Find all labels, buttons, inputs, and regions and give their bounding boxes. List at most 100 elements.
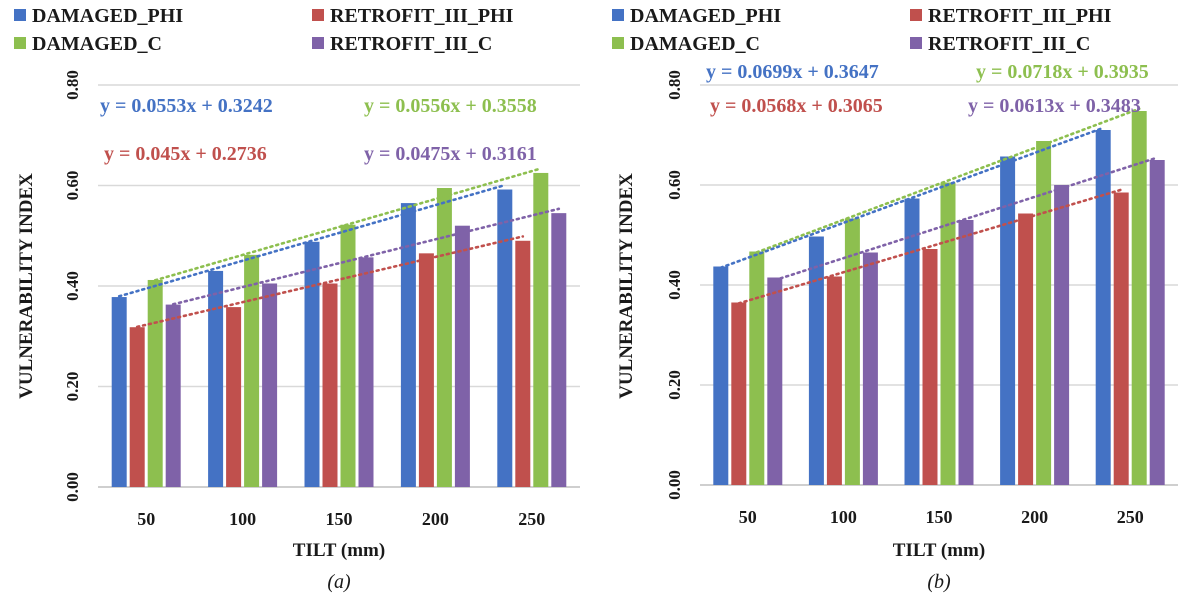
y-tick-label: 0.40	[63, 271, 82, 301]
legend-swatch	[910, 37, 922, 49]
trendline-equation: y = 0.0553x + 0.3242	[100, 95, 273, 117]
legend-swatch	[612, 37, 624, 49]
chart-panel-b: 0.00 0.20 0.40 0.60 0.80 50 100 150 200 250 VULNER…	[612, 5, 1178, 593]
y-tick-label: 0.60	[665, 170, 684, 200]
bar-damaged-c	[844, 218, 860, 485]
y-tick-label: 0.40	[665, 270, 684, 300]
legend-entry: DAMAGED_PHI	[630, 5, 781, 27]
bar-retrofit-iii-phi	[226, 307, 242, 487]
legend-entry: DAMAGED_C	[32, 33, 162, 55]
trendline-equation: y = 0.0699x + 0.3647	[706, 61, 879, 83]
y-tick-label: 0.20	[665, 370, 684, 400]
chart-panel-a: 0.00 0.20 0.40 0.60 0.80 50 100 150 200 250 VULNER…	[14, 5, 580, 593]
legend-swatch	[312, 9, 324, 21]
bar-retrofit-iii-c	[1149, 160, 1165, 485]
trendline-equation: y = 0.0475x + 0.3161	[364, 143, 537, 165]
legend-swatch	[14, 37, 26, 49]
bar-damaged-c	[340, 224, 356, 487]
bar-retrofit-iii-phi	[515, 240, 531, 487]
y-tick-label: 0.00	[665, 470, 684, 500]
bar-damaged-phi	[111, 297, 127, 487]
bar-retrofit-iii-c	[862, 252, 878, 485]
bar-retrofit-iii-phi	[129, 327, 145, 487]
x-axis-title: TILT (mm)	[293, 540, 385, 561]
bar-damaged-c	[1036, 141, 1052, 485]
bar-retrofit-iii-c	[262, 283, 278, 487]
x-tick-label: 250	[518, 509, 545, 529]
trendline	[755, 107, 1141, 254]
legend-swatch	[14, 9, 26, 21]
legend-entry: DAMAGED_PHI	[32, 5, 183, 27]
bar-damaged-c	[749, 251, 765, 485]
bar-retrofit-iii-phi	[322, 283, 338, 487]
y-tick-label: 0.80	[63, 70, 82, 100]
bar-retrofit-iii-c	[1054, 185, 1070, 485]
y-axis-title: VULNERABILITY INDEX	[616, 173, 637, 399]
trendline-equation: y = 0.045x + 0.2736	[104, 143, 267, 165]
x-axis-title: TILT (mm)	[893, 540, 985, 561]
trendline	[737, 188, 1123, 305]
x-tick-label: 100	[229, 509, 256, 529]
legend-swatch	[910, 9, 922, 21]
x-tick-label: 100	[830, 507, 857, 527]
bar-damaged-c	[147, 279, 163, 487]
y-tick-label: 0.60	[63, 171, 82, 201]
y-tick-label: 0.80	[665, 70, 684, 100]
trendline	[135, 235, 525, 329]
bar-retrofit-iii-phi	[731, 302, 747, 485]
bar-retrofit-iii-phi	[826, 276, 842, 485]
bar-retrofit-iii-c	[454, 225, 470, 487]
x-tick-label: 150	[326, 509, 353, 529]
bar-retrofit-iii-phi	[1113, 192, 1129, 485]
bar-damaged-c	[533, 172, 549, 487]
trendline-equation: y = 0.0613x + 0.3483	[968, 95, 1141, 117]
y-tick-label: 0.20	[63, 372, 82, 402]
legend-entry: DAMAGED_C	[630, 33, 760, 55]
y-tick-label: 0.00	[63, 472, 82, 502]
bar-damaged-c	[436, 188, 452, 487]
trendline	[719, 126, 1105, 270]
bar-damaged-phi	[713, 266, 729, 485]
trendline-equation: y = 0.0556x + 0.3558	[364, 95, 537, 117]
legend-swatch	[312, 37, 324, 49]
trendline	[773, 156, 1159, 282]
x-tick-label: 250	[1117, 507, 1144, 527]
legend-entry: RETROFIT_III_PHI	[928, 5, 1112, 27]
legend-entry: RETROFIT_III_C	[330, 33, 492, 55]
y-axis-title: VULNERABILITY INDEX	[16, 173, 37, 399]
legend-entry: RETROFIT_III_PHI	[330, 5, 514, 27]
bar-damaged-c	[940, 182, 956, 485]
x-tick-label: 150	[926, 507, 953, 527]
bar-retrofit-iii-phi	[1018, 213, 1034, 485]
bar-damaged-phi	[1095, 130, 1111, 485]
bar-damaged-phi	[304, 241, 320, 487]
bar-retrofit-iii-phi	[922, 249, 938, 485]
x-tick-label: 50	[739, 507, 757, 527]
panel-caption: (b)	[927, 571, 951, 593]
bar-damaged-phi	[808, 236, 824, 485]
x-tick-label: 50	[137, 509, 155, 529]
bar-retrofit-iii-c	[358, 257, 374, 487]
bar-retrofit-iii-c	[767, 277, 783, 485]
bar-retrofit-iii-c	[165, 304, 181, 487]
trendline-equation: y = 0.0718x + 0.3935	[976, 61, 1149, 83]
panel-caption: (a)	[327, 571, 351, 593]
bar-damaged-phi	[208, 270, 224, 487]
bar-retrofit-iii-phi	[418, 253, 434, 487]
legend-entry: RETROFIT_III_C	[928, 33, 1090, 55]
bar-damaged-c	[1131, 111, 1147, 485]
bar-damaged-phi	[400, 203, 416, 487]
x-tick-label: 200	[422, 509, 449, 529]
legend-swatch	[612, 9, 624, 21]
trendline-equation: y = 0.0568x + 0.3065	[710, 95, 883, 117]
trendline	[171, 207, 561, 306]
x-tick-label: 200	[1021, 507, 1048, 527]
bar-retrofit-iii-c	[958, 220, 974, 485]
trendline	[153, 167, 543, 282]
bar-damaged-c	[244, 254, 260, 487]
bar-damaged-phi	[1000, 156, 1016, 485]
bar-damaged-phi	[497, 189, 513, 487]
bar-damaged-phi	[904, 198, 920, 485]
trendline	[117, 183, 507, 298]
